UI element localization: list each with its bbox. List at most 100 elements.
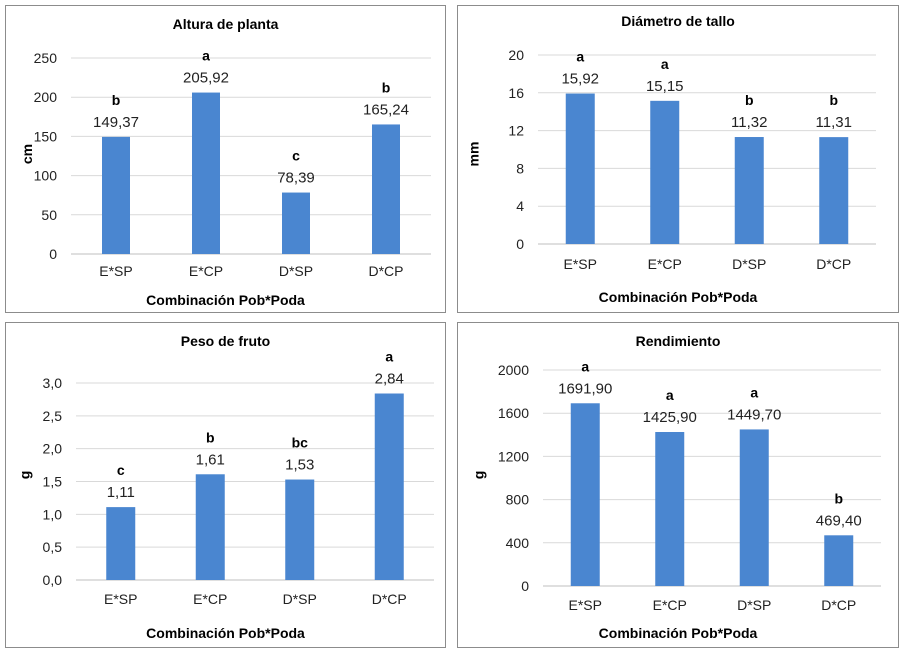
data-label: 1449,70	[727, 406, 781, 423]
y-tick-label: 2,0	[43, 441, 63, 457]
y-tick-label: 0	[516, 236, 524, 252]
x-tick-label: D*CP	[821, 597, 856, 613]
y-tick-label: 8	[516, 160, 524, 176]
bar	[824, 535, 854, 586]
data-label: 205,92	[183, 70, 229, 87]
y-tick-label: 1200	[498, 448, 529, 464]
bar	[102, 136, 130, 254]
y-tick-label: 0,5	[43, 539, 63, 555]
data-label: 11,31	[816, 114, 852, 131]
data-label: 15,15	[646, 78, 684, 95]
chart-panel-peso: Peso de fruto 0,0 0,5 1,0 1,5 2,0 2,5 3,0 1,11 c…	[5, 322, 446, 648]
x-tick-label: D*SP	[732, 256, 766, 272]
y-tick-label: 1,5	[43, 474, 63, 490]
y-tick-label: 2,5	[43, 408, 63, 424]
y-tick-label: 100	[34, 168, 58, 184]
y-tick-label: 800	[506, 492, 530, 508]
data-label: 1,11	[107, 484, 135, 501]
bar	[734, 137, 764, 244]
data-label: 1,53	[285, 457, 314, 474]
bar	[650, 100, 680, 245]
y-axis-label: g	[470, 470, 487, 480]
significance-letter: c	[292, 148, 300, 164]
significance-letter: bc	[292, 435, 309, 451]
chart-title: Peso de fruto	[180, 333, 271, 349]
y-tick-label: 250	[34, 50, 58, 66]
chart-plot: 0 4 8 12 16 20 15,92 a E*SP 15,15 a E*CP 11,32 b D*SP 1…	[508, 47, 876, 272]
x-tick-label: E*CP	[653, 597, 687, 613]
y-tick-label: 2000	[498, 362, 529, 378]
x-axis-label: Combinación Pob*Poda	[146, 625, 305, 641]
significance-letter: b	[382, 79, 391, 95]
y-axis-label: cm	[19, 143, 36, 165]
y-tick-label: 12	[508, 123, 524, 139]
y-tick-label: 1600	[498, 405, 529, 421]
bar	[285, 479, 315, 580]
x-tick-label: E*CP	[193, 591, 227, 607]
chart-plot: 0,0 0,5 1,0 1,5 2,0 2,5 3,0 1,11 c E*SP 1,61 b E*CP 1…	[43, 349, 434, 607]
x-axis-label: Combinación Pob*Poda	[146, 292, 305, 308]
significance-letter: a	[581, 358, 589, 374]
y-tick-label: 16	[508, 85, 524, 101]
significance-letter: a	[750, 384, 758, 400]
bar	[372, 124, 400, 254]
bar	[739, 429, 769, 586]
significance-letter: c	[117, 462, 125, 478]
y-tick-label: 200	[34, 89, 58, 105]
bar	[106, 507, 136, 580]
significance-letter: a	[661, 56, 669, 72]
bar	[374, 393, 404, 580]
significance-letter: b	[112, 92, 121, 108]
chart-plot: 0 50 100 150 200 250 149,37 b E*SP 205,92 a E*CP 78,…	[34, 48, 431, 279]
significance-letter: b	[834, 490, 843, 506]
data-label: 1425,90	[643, 409, 697, 426]
y-tick-label: 0,0	[43, 572, 63, 588]
y-axis-label: mm	[465, 141, 482, 167]
y-tick-label: 400	[506, 535, 530, 551]
data-label: 149,37	[93, 114, 139, 131]
x-tick-label: E*CP	[648, 256, 682, 272]
x-tick-label: E*SP	[104, 591, 137, 607]
significance-letter: b	[206, 429, 215, 445]
x-tick-label: D*SP	[279, 263, 313, 279]
x-tick-label: D*SP	[283, 591, 317, 607]
data-label: 1691,90	[558, 380, 612, 397]
bar	[565, 93, 595, 244]
y-tick-label: 1,0	[43, 506, 63, 522]
chart-title: Diámetro de tallo	[621, 13, 735, 29]
y-tick-label: 20	[508, 47, 524, 63]
y-tick-label: 0	[49, 246, 57, 262]
x-tick-label: E*SP	[564, 256, 597, 272]
significance-letter: a	[202, 48, 210, 64]
significance-letter: b	[829, 92, 838, 108]
bar	[819, 137, 849, 244]
significance-letter: a	[666, 387, 674, 403]
bar	[570, 403, 600, 586]
x-tick-label: D*SP	[737, 597, 771, 613]
y-tick-label: 150	[34, 128, 58, 144]
chart-panel-altura: Altura de planta 0 50 100 150 200 250 149,37 b E…	[5, 5, 446, 313]
x-tick-label: E*SP	[99, 263, 132, 279]
data-label: 11,32	[731, 114, 767, 131]
y-tick-label: 4	[516, 198, 524, 214]
significance-letter: b	[745, 92, 754, 108]
bar	[195, 474, 225, 580]
chart-panel-rendimiento: Rendimiento 0 400 800 1200 1600 2000 1691,90 a E…	[457, 322, 899, 648]
data-label: 78,39	[277, 170, 315, 187]
y-axis-label: g	[16, 470, 33, 480]
x-tick-label: D*CP	[368, 263, 403, 279]
chart-title: Altura de planta	[172, 16, 279, 32]
y-tick-label: 50	[41, 207, 57, 223]
significance-letter: a	[576, 49, 584, 65]
chart-panel-diametro: Diámetro de tallo 0 4 8 12 16 20 15,92 a E*SP 15,…	[457, 5, 899, 313]
y-tick-label: 0	[521, 578, 529, 594]
bar	[192, 92, 220, 255]
data-label: 1,61	[196, 451, 225, 468]
data-label: 165,24	[363, 101, 409, 118]
data-label: 469,40	[816, 512, 862, 529]
x-tick-label: D*CP	[816, 256, 851, 272]
x-tick-label: D*CP	[372, 591, 407, 607]
data-label: 15,92	[561, 71, 599, 88]
x-tick-label: E*CP	[189, 263, 223, 279]
bar	[282, 192, 310, 254]
